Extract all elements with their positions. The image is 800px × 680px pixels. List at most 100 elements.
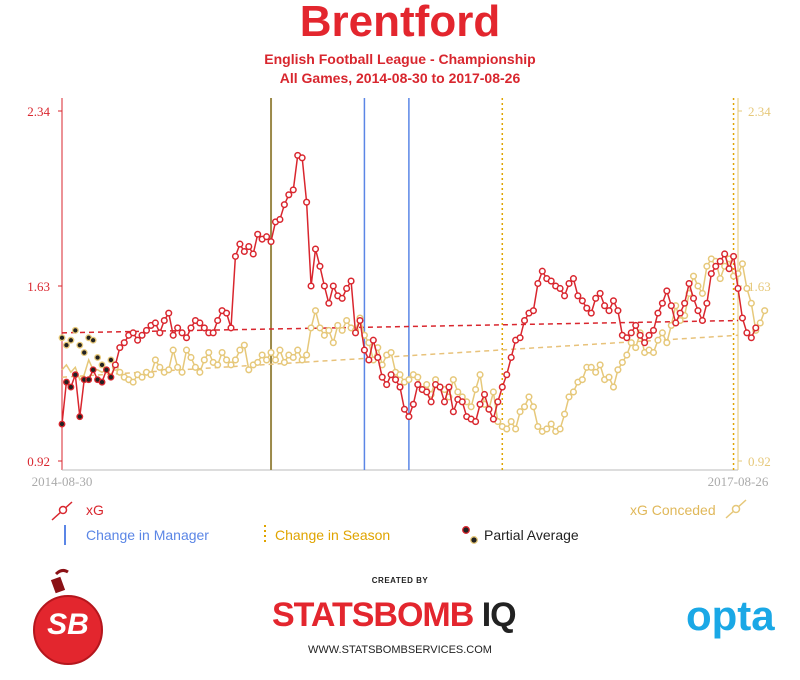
xg-point <box>494 398 502 406</box>
xg-conceded-point <box>258 351 266 359</box>
xg-point <box>734 284 742 293</box>
y-tick-label-right: 0.92 <box>748 454 771 469</box>
xg-conceded-point <box>654 336 662 344</box>
xg-point <box>609 297 618 305</box>
xg-conceded-point <box>205 348 213 357</box>
xg-point <box>396 383 404 391</box>
xg-point <box>343 284 351 293</box>
xg-conceded-point <box>236 346 244 354</box>
xg-point <box>156 329 164 337</box>
xg-point <box>409 400 417 408</box>
xg-point <box>578 297 586 305</box>
xg-conceded-point <box>658 329 666 337</box>
xg-point <box>383 381 391 389</box>
xg-conceded-point <box>596 361 604 369</box>
xg-conceded-point <box>271 356 280 364</box>
xg-point <box>681 299 689 307</box>
xg-point <box>561 292 569 300</box>
xg-point <box>174 324 182 332</box>
xg-conceded-point <box>129 378 137 386</box>
xg-conceded-point <box>329 339 337 347</box>
xg-point <box>298 154 306 162</box>
xg-conceded-point <box>423 381 431 389</box>
xg-point <box>111 361 119 369</box>
xg-point <box>151 319 159 327</box>
trend-line-xg-conceded <box>61 334 739 378</box>
xg-point <box>200 324 208 332</box>
xg-conceded-point <box>507 418 515 426</box>
xg-point <box>178 329 186 337</box>
statsbomb-logo-iq: IQ <box>473 596 517 634</box>
xg-conceded-point <box>343 316 351 325</box>
xg-point <box>694 307 702 315</box>
y-tick-label-left: 1.63 <box>27 279 50 294</box>
xg-point <box>587 309 595 317</box>
xg-point <box>160 316 168 325</box>
xg-conceded-point <box>325 326 333 334</box>
xg-point <box>400 405 408 413</box>
partial-average-xg-point <box>67 383 75 391</box>
xg-conceded-point <box>156 363 164 371</box>
xg-point <box>169 331 177 339</box>
xg-point <box>583 304 591 312</box>
xg-point <box>556 284 564 293</box>
xg-point <box>752 324 760 332</box>
xg-point <box>120 339 128 347</box>
xg-point <box>529 307 537 315</box>
xg-point <box>472 418 480 426</box>
xg-conceded-point <box>169 346 177 354</box>
partial-average-conceded-point <box>76 341 84 349</box>
xg-point <box>254 230 262 238</box>
partial-average-xg-point <box>62 378 70 386</box>
xg-point <box>716 257 724 265</box>
partial-average-xg-point <box>98 378 106 386</box>
xg-conceded-point <box>223 356 231 364</box>
xg-conceded-point <box>703 262 711 270</box>
xg-conceded-point <box>191 363 199 371</box>
partial-average-conceded-point <box>58 334 66 342</box>
xg-conceded-point <box>267 348 275 357</box>
xg-conceded-point <box>476 371 484 379</box>
xg-conceded-point <box>116 368 124 376</box>
y-tick-label-left: 2.34 <box>27 104 50 119</box>
y-tick-label-left: 0.92 <box>27 454 50 469</box>
xg-conceded-point <box>716 275 724 283</box>
xg-point <box>316 262 324 270</box>
xg-point <box>414 381 422 389</box>
chart-axes: 2.34 2.34 1.63 1.63 0.92 0.92 2014-08-30 2017-0… <box>27 98 771 489</box>
xg-point <box>503 371 511 379</box>
xg-point <box>360 346 368 354</box>
xg-conceded-point <box>467 403 475 411</box>
xg-conceded-point <box>747 299 755 307</box>
page-title: Brentford <box>299 0 501 46</box>
xg-point <box>187 324 195 332</box>
xg-point <box>605 307 613 315</box>
xg-conceded-point <box>387 348 395 357</box>
xg-conceded-point <box>151 356 159 364</box>
xg-conceded-point <box>298 356 306 364</box>
xg-conceded-point <box>569 388 577 396</box>
xg-point <box>240 247 248 256</box>
xg-point <box>592 294 600 302</box>
xg-point <box>227 324 235 332</box>
xg-conceded-point <box>307 324 315 332</box>
xg-point <box>303 198 311 206</box>
xg-point <box>223 309 231 317</box>
xg-conceded-point <box>334 321 342 329</box>
legend-season-label: Change in Season <box>275 527 391 543</box>
xg-point <box>449 408 457 416</box>
xg-conceded-point <box>609 383 618 391</box>
xg-point <box>707 270 715 278</box>
xg-conceded-point <box>503 425 511 433</box>
legend-partial-label: Partial Average <box>484 527 579 543</box>
partial-average-conceded-point <box>107 356 115 364</box>
xg-conceded-point <box>187 353 195 362</box>
legend-partial-xg-icon <box>462 526 470 534</box>
xg-conceded-point <box>743 284 751 293</box>
partial-average-xg-point <box>107 373 115 381</box>
xg-conceded-point <box>320 331 328 339</box>
xg-conceded-point <box>396 371 404 379</box>
xg-point <box>489 415 497 423</box>
xg-conceded-point <box>311 307 320 315</box>
xg-point <box>689 294 698 302</box>
